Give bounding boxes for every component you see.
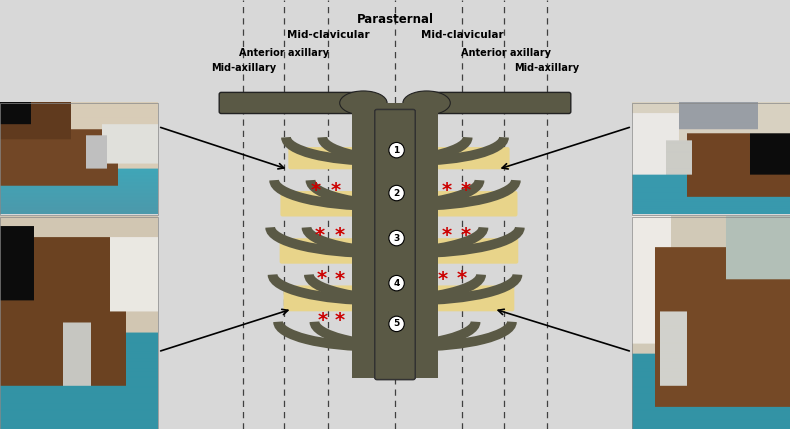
FancyBboxPatch shape (436, 238, 518, 264)
Circle shape (389, 316, 404, 332)
Ellipse shape (403, 91, 450, 115)
Text: 4: 4 (393, 279, 400, 287)
Text: *: * (442, 181, 451, 200)
FancyBboxPatch shape (416, 92, 571, 114)
Text: *: * (461, 181, 471, 200)
Ellipse shape (340, 91, 387, 115)
Text: *: * (335, 227, 344, 245)
Text: Parasternal: Parasternal (356, 13, 434, 26)
FancyBboxPatch shape (284, 285, 362, 311)
Text: *: * (318, 311, 327, 329)
Text: *: * (315, 226, 325, 245)
Text: *: * (335, 270, 344, 289)
Text: Anterior axillary: Anterior axillary (461, 48, 551, 58)
Text: *: * (331, 181, 340, 200)
FancyBboxPatch shape (374, 109, 416, 380)
Bar (352, 103, 438, 378)
Text: Mid-clavicular: Mid-clavicular (421, 30, 503, 40)
FancyBboxPatch shape (288, 147, 362, 169)
Bar (0, 0, 790, 103)
Text: 5: 5 (393, 320, 400, 328)
Text: 3: 3 (393, 234, 400, 242)
Text: *: * (442, 227, 451, 245)
Text: 2: 2 (393, 189, 400, 197)
FancyBboxPatch shape (219, 92, 374, 114)
Text: *: * (311, 181, 321, 200)
Bar (0, 217, 158, 429)
Text: *: * (317, 269, 326, 288)
Circle shape (389, 275, 404, 291)
Circle shape (389, 230, 404, 246)
FancyBboxPatch shape (280, 191, 362, 217)
Text: Mid-clavicular: Mid-clavicular (287, 30, 369, 40)
Circle shape (389, 142, 404, 158)
Text: 1: 1 (393, 146, 400, 154)
Text: *: * (335, 311, 344, 330)
Circle shape (389, 185, 404, 201)
Bar (0, 103, 158, 214)
FancyBboxPatch shape (374, 109, 416, 380)
FancyBboxPatch shape (436, 285, 514, 311)
Text: *: * (461, 226, 471, 245)
FancyBboxPatch shape (280, 238, 362, 264)
Text: Mid-axillary: Mid-axillary (211, 63, 276, 73)
Bar (632, 103, 790, 214)
FancyBboxPatch shape (436, 191, 517, 217)
Text: Anterior axillary: Anterior axillary (239, 48, 329, 58)
Text: *: * (457, 269, 467, 288)
Text: *: * (438, 270, 447, 289)
FancyBboxPatch shape (436, 147, 510, 169)
Text: Mid-axillary: Mid-axillary (514, 63, 579, 73)
Bar (632, 217, 790, 429)
